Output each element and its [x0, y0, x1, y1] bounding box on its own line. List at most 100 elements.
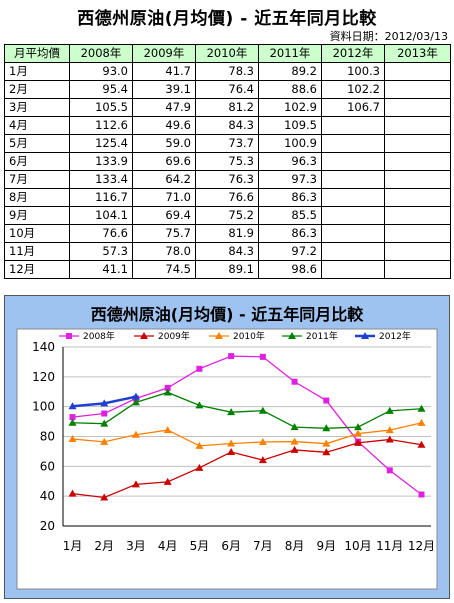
y-tick-label: 60	[40, 459, 55, 473]
y-tick-label: 20	[40, 519, 55, 533]
legend-label: 2010年	[233, 330, 265, 342]
x-tick-label: 9月	[316, 539, 336, 553]
price-cell: 59.0	[132, 134, 196, 153]
x-tick-label: 4月	[158, 539, 178, 553]
legend-label: 2008年	[83, 330, 115, 342]
price-cell: 41.7	[132, 62, 196, 81]
price-cell	[384, 170, 451, 189]
legend-marker	[215, 332, 223, 339]
price-cell	[321, 224, 385, 243]
data-point	[163, 477, 172, 485]
data-point	[68, 435, 77, 443]
price-cell: 95.4	[69, 80, 133, 99]
price-cell	[321, 242, 385, 261]
series-2012年	[68, 392, 140, 410]
data-point	[227, 408, 236, 416]
legend-marker	[140, 332, 148, 339]
price-cell: 73.7	[195, 134, 259, 153]
table-row: 4月 112.6 49.6 84.3 109.5	[4, 116, 451, 135]
price-cell: 86.3	[258, 188, 322, 207]
month-cell: 1月	[4, 62, 70, 81]
price-cell: 116.7	[69, 188, 133, 207]
price-cell: 133.9	[69, 152, 133, 171]
price-cell: 85.5	[258, 206, 322, 225]
price-cell	[384, 188, 451, 207]
table-header-row: 月平均價 2008年 2009年 2010年 2011年 2012年 2013年	[4, 44, 451, 63]
data-point	[322, 439, 331, 447]
legend-label: 2011年	[306, 330, 338, 342]
price-cell: 104.1	[69, 206, 133, 225]
legend-label: 2012年	[379, 330, 411, 342]
price-cell: 75.7	[132, 224, 196, 243]
price-cell: 71.0	[132, 188, 196, 207]
y-tick-label: 120	[32, 370, 55, 384]
data-point	[418, 491, 425, 498]
data-point	[68, 489, 77, 497]
data-point	[259, 353, 266, 360]
column-header: 2008年	[69, 44, 133, 63]
x-tick-label: 2月	[94, 539, 114, 553]
price-cell: 69.6	[132, 152, 196, 171]
price-cell	[384, 98, 451, 117]
table-row: 6月 133.9 69.6 75.3 96.3	[4, 152, 451, 171]
price-cell: 78.0	[132, 242, 196, 261]
data-point	[68, 402, 77, 410]
month-cell: 8月	[4, 188, 70, 207]
legend-entry: 2010年	[209, 330, 265, 342]
data-point	[100, 493, 109, 501]
price-cell: 76.6	[195, 188, 259, 207]
data-point	[290, 437, 299, 445]
price-cell: 81.2	[195, 98, 259, 117]
data-point	[228, 353, 235, 360]
price-cell	[384, 224, 451, 243]
price-cell: 75.3	[195, 152, 259, 171]
data-point	[322, 448, 331, 456]
data-date-label: 資料日期：2012/03/13	[329, 30, 448, 43]
table-row: 7月 133.4 64.2 76.3 97.3	[4, 170, 451, 189]
price-cell: 89.2	[258, 62, 322, 81]
data-point	[258, 438, 267, 446]
price-cell: 74.5	[132, 260, 196, 279]
price-cell: 102.2	[321, 80, 385, 99]
table-row: 8月 116.7 71.0 76.6 86.3	[4, 188, 451, 207]
month-cell: 7月	[4, 170, 70, 189]
x-tick-label: 12月	[408, 539, 435, 553]
price-cell: 78.3	[195, 62, 259, 81]
price-cell: 112.6	[69, 116, 133, 135]
data-point	[385, 426, 394, 434]
price-cell	[384, 80, 451, 99]
month-cell: 10月	[4, 224, 70, 243]
data-point	[131, 398, 140, 406]
month-cell: 11月	[4, 242, 70, 261]
data-point	[291, 378, 298, 385]
price-cell: 76.6	[69, 224, 133, 243]
column-header: 2010年	[195, 44, 259, 63]
data-point	[195, 401, 204, 409]
data-point	[354, 429, 363, 437]
price-cell: 89.1	[195, 260, 259, 279]
month-cell: 9月	[4, 206, 70, 225]
price-cell: 100.3	[321, 62, 385, 81]
price-cell	[384, 152, 451, 171]
data-point	[163, 388, 172, 396]
x-tick-label: 1月	[63, 539, 83, 553]
column-header: 2013年	[384, 44, 451, 63]
x-tick-label: 6月	[221, 539, 241, 553]
price-cell: 39.1	[132, 80, 196, 99]
legend-marker	[66, 333, 72, 339]
series-2009年	[68, 435, 426, 501]
data-point	[131, 392, 140, 400]
price-cell	[321, 152, 385, 171]
column-header: 月平均價	[4, 44, 70, 63]
data-point	[101, 410, 108, 417]
price-cell: 69.4	[132, 206, 196, 225]
data-point	[131, 480, 140, 488]
price-cell: 47.9	[132, 98, 196, 117]
price-cell	[321, 134, 385, 153]
x-tick-label: 7月	[253, 539, 273, 553]
legend-entry: 2008年	[59, 330, 115, 342]
chart-title: 西德州原油(月均價) - 近五年同月比較	[91, 305, 364, 324]
month-cell: 5月	[4, 134, 70, 153]
chart-panel: 西德州原油(月均價) - 近五年同月比較 20 40 60 80 100 120 140 1月…	[4, 295, 450, 599]
month-cell: 6月	[4, 152, 70, 171]
